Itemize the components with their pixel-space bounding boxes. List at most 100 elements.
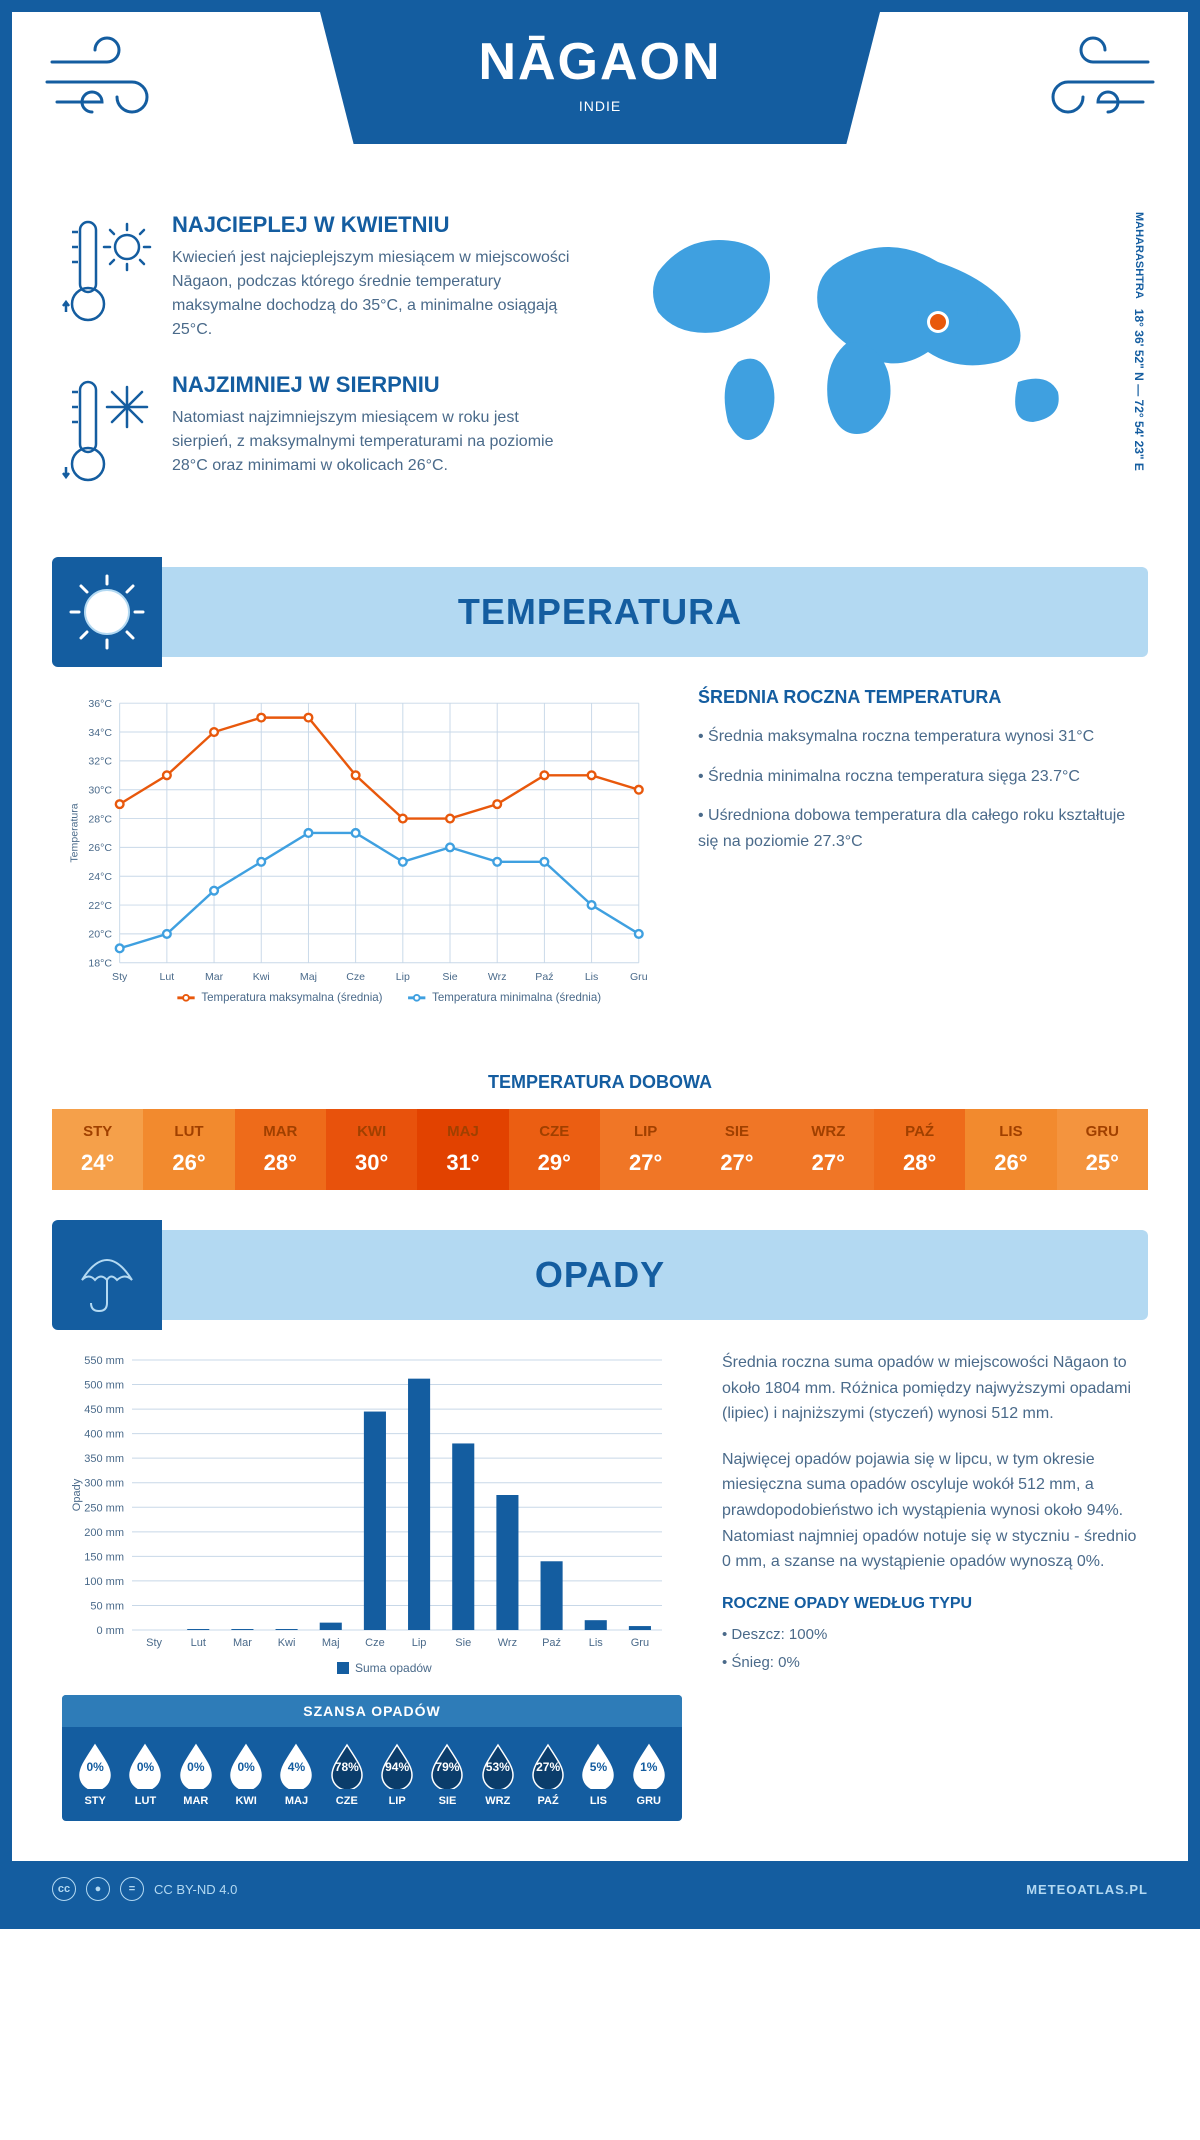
svg-text:350 mm: 350 mm bbox=[84, 1453, 124, 1465]
svg-text:Cze: Cze bbox=[365, 1637, 385, 1649]
fact-cold-body: Natomiast najzimniejszym miesiącem w rok… bbox=[172, 406, 572, 478]
cc-icon: cc bbox=[52, 1877, 76, 1901]
fact-cold-title: NAJZIMNIEJ W SIERPNIU bbox=[172, 372, 572, 398]
temp-cell: PAŹ28° bbox=[874, 1109, 965, 1190]
temp-cell: STY24° bbox=[52, 1109, 143, 1190]
precip-type-box: ROCZNE OPADY WEDŁUG TYPU • Deszcz: 100% … bbox=[722, 1595, 1138, 1675]
coordinates: MAHARASHTRA 18° 36' 52" N — 72° 54' 23" … bbox=[1129, 212, 1148, 471]
wind-icon-left bbox=[42, 32, 182, 136]
chance-cell: 1%GRU bbox=[626, 1741, 672, 1807]
svg-text:Lip: Lip bbox=[412, 1637, 427, 1649]
thermometer-snow-icon bbox=[62, 372, 152, 497]
region-name: MAHARASHTRA bbox=[1133, 212, 1145, 299]
svg-text:Sie: Sie bbox=[455, 1637, 471, 1649]
svg-text:550 mm: 550 mm bbox=[84, 1355, 124, 1367]
svg-text:Opady: Opady bbox=[71, 1478, 83, 1511]
fact-hottest: NAJCIEPLEJ W KWIETNIU Kwiecień jest najc… bbox=[62, 212, 608, 342]
svg-text:32°C: 32°C bbox=[88, 756, 112, 768]
sun-icon bbox=[52, 557, 162, 667]
type-title: ROCZNE OPADY WEDŁUG TYPU bbox=[722, 1595, 1138, 1613]
svg-text:Temperatura minimalna (średnia: Temperatura minimalna (średnia) bbox=[432, 992, 601, 1004]
temp-cell: SIE27° bbox=[691, 1109, 782, 1190]
precipitation-info: Średnia roczna suma opadów w miejscowośc… bbox=[722, 1350, 1138, 1841]
temp-cell: LIS26° bbox=[965, 1109, 1056, 1190]
section-bar-temperature: TEMPERATURA bbox=[52, 567, 1148, 657]
chance-cell: 5%LIS bbox=[575, 1741, 621, 1807]
temp-cell: LUT26° bbox=[143, 1109, 234, 1190]
svg-text:Lut: Lut bbox=[191, 1637, 206, 1649]
svg-text:26°C: 26°C bbox=[88, 842, 112, 854]
footer: cc ● = CC BY-ND 4.0 METEOATLAS.PL bbox=[12, 1861, 1188, 1917]
fact-hot-title: NAJCIEPLEJ W KWIETNIU bbox=[172, 212, 572, 238]
precip-p2: Najwięcej opadów pojawia się w lipcu, w … bbox=[722, 1447, 1138, 1575]
svg-text:Kwi: Kwi bbox=[278, 1637, 296, 1649]
temp-info-title: ŚREDNIA ROCZNA TEMPERATURA bbox=[698, 687, 1138, 708]
svg-text:Gru: Gru bbox=[630, 971, 648, 983]
svg-text:28°C: 28°C bbox=[88, 813, 112, 825]
svg-text:Lis: Lis bbox=[585, 971, 599, 983]
world-map-container: MAHARASHTRA 18° 36' 52" N — 72° 54' 23" … bbox=[638, 212, 1138, 527]
chance-cell: 79%SIE bbox=[424, 1741, 470, 1807]
temp-info-b2: • Średnia minimalna roczna temperatura s… bbox=[698, 764, 1138, 790]
chance-cell: 0%LUT bbox=[122, 1741, 168, 1807]
temp-cell: CZE29° bbox=[509, 1109, 600, 1190]
umbrella-icon bbox=[52, 1220, 162, 1330]
fact-hot-body: Kwiecień jest najcieplejszym miesiącem w… bbox=[172, 246, 572, 342]
svg-text:20°C: 20°C bbox=[88, 929, 112, 941]
svg-text:Maj: Maj bbox=[322, 1637, 340, 1649]
world-map bbox=[638, 212, 1138, 457]
intro-section: NAJCIEPLEJ W KWIETNIU Kwiecień jest najc… bbox=[12, 192, 1188, 557]
fact-coldest: NAJZIMNIEJ W SIERPNIU Natomiast najzimni… bbox=[62, 372, 608, 497]
temperature-info: ŚREDNIA ROCZNA TEMPERATURA • Średnia mak… bbox=[698, 687, 1138, 1032]
svg-text:Temperatura: Temperatura bbox=[68, 803, 80, 862]
svg-text:Paź: Paź bbox=[542, 1637, 561, 1649]
chance-cell: 27%PAŹ bbox=[525, 1741, 571, 1807]
svg-text:36°C: 36°C bbox=[88, 698, 112, 710]
daily-temp-strip: STY24°LUT26°MAR28°KWI30°MAJ31°CZE29°LIP2… bbox=[52, 1109, 1148, 1190]
svg-text:22°C: 22°C bbox=[88, 900, 112, 912]
svg-text:0 mm: 0 mm bbox=[97, 1625, 125, 1637]
svg-text:200 mm: 200 mm bbox=[84, 1527, 124, 1539]
svg-text:Gru: Gru bbox=[631, 1637, 649, 1649]
chance-cell: 53%WRZ bbox=[475, 1741, 521, 1807]
country-name: INDIE bbox=[320, 98, 880, 114]
title-banner: NĀGAON INDIE bbox=[320, 12, 880, 144]
wind-icon-right bbox=[1018, 32, 1158, 136]
svg-text:100 mm: 100 mm bbox=[84, 1576, 124, 1588]
svg-text:150 mm: 150 mm bbox=[84, 1551, 124, 1563]
precipitation-chart: 0 mm50 mm100 mm150 mm200 mm250 mm300 mm3… bbox=[62, 1350, 682, 1841]
svg-text:50 mm: 50 mm bbox=[90, 1600, 124, 1612]
type-snow: • Śnieg: 0% bbox=[722, 1651, 1138, 1675]
svg-text:Suma opadów: Suma opadów bbox=[355, 1661, 432, 1675]
temp-cell: MAJ31° bbox=[417, 1109, 508, 1190]
temp-cell: GRU25° bbox=[1057, 1109, 1148, 1190]
temp-cell: WRZ27° bbox=[783, 1109, 874, 1190]
temp-cell: LIP27° bbox=[600, 1109, 691, 1190]
chance-cell: 94%LIP bbox=[374, 1741, 420, 1807]
temp-cell: KWI30° bbox=[326, 1109, 417, 1190]
temp-info-b3: • Uśredniona dobowa temperatura dla całe… bbox=[698, 803, 1138, 854]
svg-text:30°C: 30°C bbox=[88, 785, 112, 797]
by-icon: ● bbox=[86, 1877, 110, 1901]
svg-text:Sty: Sty bbox=[112, 971, 128, 983]
svg-text:24°C: 24°C bbox=[88, 871, 112, 883]
chance-cell: 0%STY bbox=[72, 1741, 118, 1807]
header: NĀGAON INDIE bbox=[12, 12, 1188, 192]
svg-text:Cze: Cze bbox=[346, 971, 365, 983]
svg-text:34°C: 34°C bbox=[88, 727, 112, 739]
svg-text:Mar: Mar bbox=[205, 971, 224, 983]
thermometer-sun-icon bbox=[62, 212, 152, 342]
section-title-precip: OPADY bbox=[535, 1254, 665, 1296]
chance-cell: 0%KWI bbox=[223, 1741, 269, 1807]
site-name: METEOATLAS.PL bbox=[1026, 1882, 1148, 1897]
temperature-chart: 18°C20°C22°C24°C26°C28°C30°C32°C34°C36°C… bbox=[62, 687, 658, 1032]
city-name: NĀGAON bbox=[320, 32, 880, 92]
svg-text:500 mm: 500 mm bbox=[84, 1380, 124, 1392]
svg-text:Lis: Lis bbox=[589, 1637, 604, 1649]
svg-text:Sie: Sie bbox=[442, 971, 457, 983]
svg-text:450 mm: 450 mm bbox=[84, 1404, 124, 1416]
chance-box: SZANSA OPADÓW 0%STY0%LUT0%MAR0%KWI4%MAJ7… bbox=[62, 1695, 682, 1821]
lon: 72° 54' 23" E bbox=[1132, 400, 1146, 471]
type-rain: • Deszcz: 100% bbox=[722, 1623, 1138, 1647]
svg-text:Kwi: Kwi bbox=[253, 971, 270, 983]
